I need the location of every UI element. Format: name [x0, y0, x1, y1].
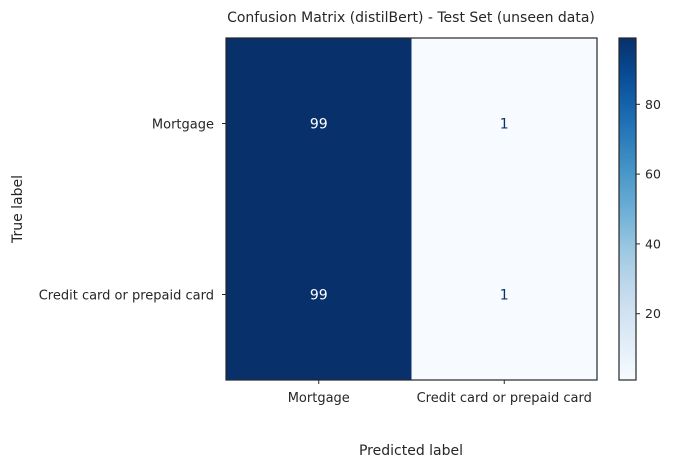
y-tick-label: Mortgage	[152, 118, 214, 133]
y-tick-label: Credit card or prepaid card	[39, 289, 214, 304]
x-axis-label: Predicted label	[359, 443, 463, 459]
matrix-frame	[225, 37, 598, 381]
cell-value-label: 99	[310, 288, 328, 304]
colorbar-ticks: 20 40 60 80	[636, 97, 661, 321]
colorbar-tick-label: 60	[645, 167, 661, 182]
colorbar-tick-label: 20	[645, 306, 661, 321]
y-tick-labels: Mortgage Credit card or prepaid card	[39, 118, 226, 304]
cell-value-label: 99	[310, 117, 328, 133]
matrix-cell	[411, 209, 598, 381]
y-axis-label: True label	[10, 175, 26, 244]
x-tick-label: Credit card or prepaid card	[417, 391, 592, 406]
colorbar-tick-label: 40	[645, 236, 661, 251]
matrix-cell	[226, 209, 412, 381]
matrix-cells: 99 1 99 1	[226, 38, 598, 381]
cell-value-label: 1	[500, 288, 509, 304]
matrix-cell	[411, 38, 598, 210]
x-tick-label: Mortgage	[288, 391, 350, 406]
colorbar-frame	[618, 37, 637, 381]
x-tick-labels: Mortgage Credit card or prepaid card	[288, 380, 592, 406]
colorbar-tick-label: 80	[645, 97, 661, 112]
matrix-cell	[226, 38, 412, 210]
cell-value-label: 1	[500, 117, 509, 133]
colorbar-gradient	[619, 38, 636, 380]
colorbar: 20 40 60 80	[618, 37, 661, 381]
chart-title: Confusion Matrix (distilBert) - Test Set…	[227, 10, 595, 26]
